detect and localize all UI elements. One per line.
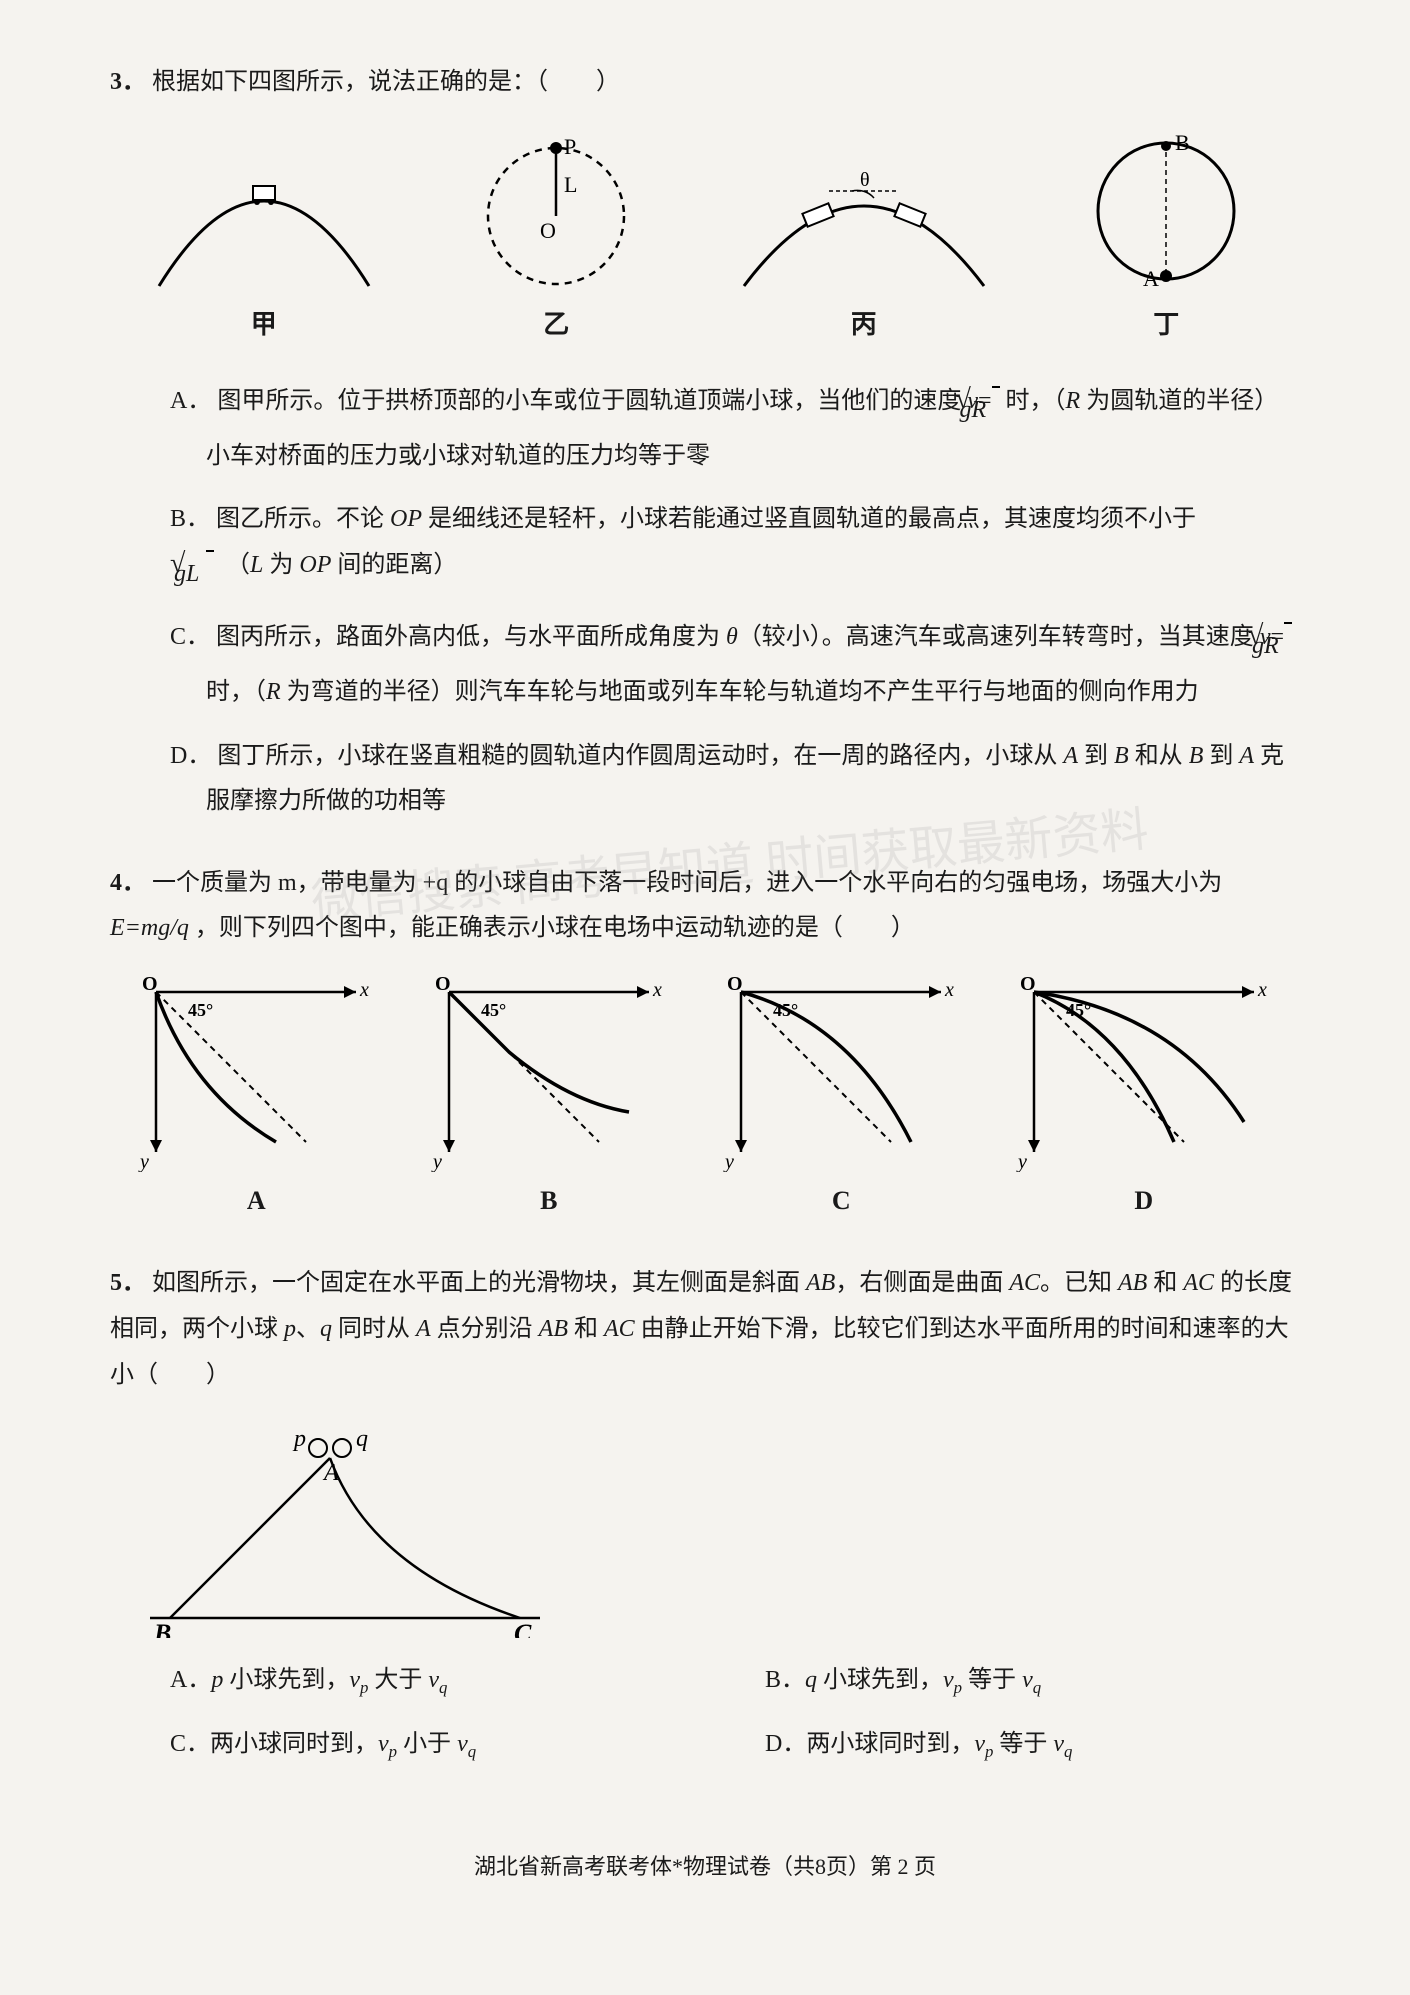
q5-option-B: B．q 小球先到，vp 等于 vq: [705, 1658, 1300, 1704]
q4-fig-C-svg: O x y 45°: [721, 972, 961, 1172]
q5-optD-text: D．两小球同时到，vp 等于 vq: [765, 1731, 1072, 1757]
q5-number: 5．: [110, 1270, 146, 1296]
q3-option-A: A． 图甲所示。位于拱桥顶部的小车或位于圆轨道顶端小球，当他们的速度 v=√gR…: [146, 379, 1300, 479]
q3-optA-label: A．: [170, 388, 211, 414]
q3-option-C: C． 图丙所示，路面外高内低，与水平面所成角度为 θ（较小）。高速汽车或高速列车…: [146, 615, 1300, 715]
q3-yi-L: L: [564, 172, 577, 197]
svg-text:y: y: [723, 1151, 734, 1172]
svg-text:p: p: [292, 1426, 306, 1452]
q3-yi-P: P: [564, 134, 576, 159]
q4-fig-D: O x y 45° D: [1014, 972, 1274, 1225]
q3-optC-text: 图丙所示，路面外高内低，与水平面所成角度为 θ（较小）。高速汽车或高速列车转弯时…: [206, 624, 1292, 705]
q5-stem-text: 如图所示，一个固定在水平面上的光滑物块，其左侧面是斜面 AB，右侧面是曲面 AC…: [110, 1270, 1292, 1387]
q3-number: 3．: [110, 69, 146, 95]
q4-fig-A-label: A: [136, 1176, 376, 1225]
q3-fig-ding-svg: B A: [1071, 126, 1261, 296]
svg-text:O: O: [142, 973, 158, 995]
q3-ding-B: B: [1175, 130, 1190, 155]
svg-text:O: O: [727, 973, 743, 995]
q4-fig-B-label: B: [429, 1176, 669, 1225]
svg-text:45°: 45°: [481, 1000, 506, 1020]
q4-fig-C-label: C: [721, 1176, 961, 1225]
q3-figure-row: 甲 P L O 乙 θ 丙: [110, 126, 1300, 349]
q4-fig-D-label: D: [1014, 1176, 1274, 1225]
svg-text:y: y: [1016, 1151, 1027, 1172]
q4-formula: E=mg/q: [110, 915, 189, 941]
q3-fig-jia: 甲: [149, 146, 379, 349]
svg-text:x: x: [944, 979, 954, 1001]
q4-fig-B: O x y 45° B: [429, 972, 669, 1225]
q4-fig-A: O x y 45° A: [136, 972, 376, 1225]
svg-text:C: C: [514, 1619, 532, 1638]
q3-fig-yi: P L O 乙: [456, 126, 656, 349]
q5-option-A: A．p 小球先到，vp 大于 vq: [110, 1658, 705, 1704]
question-3: 3． 根据如下四图所示，说法正确的是：（ ） 甲 P L O 乙: [110, 60, 1300, 825]
q3-optA-text: 图甲所示。位于拱桥顶部的小车或位于圆轨道顶端小球，当他们的速度 v=√gR 时，…: [206, 388, 1278, 469]
q3-optB-text: 图乙所示。不论 OP 是细线还是轻杆，小球若能通过竖直圆轨道的最高点，其速度均须…: [206, 506, 1196, 578]
page-footer: 湖北省新高考联考体*物理试卷（共8页）第 2 页: [110, 1846, 1300, 1888]
q3-optC-label: C．: [170, 624, 210, 650]
q4-fig-A-svg: O x y 45°: [136, 972, 376, 1172]
svg-text:O: O: [1020, 973, 1036, 995]
q5-optA-text: A．p 小球先到，vp 大于 vq: [170, 1667, 447, 1693]
q3-fig-yi-svg: P L O: [456, 126, 656, 296]
q4-stem-p2: ，则下列四个图中，能正确表示小球在电场中运动轨迹的是（ ）: [195, 915, 915, 941]
q3-optD-label: D．: [170, 743, 211, 769]
q3-fig-jia-svg: [149, 146, 379, 296]
q3-fig-bing: θ 丙: [734, 146, 994, 349]
q3-ding-A: A: [1143, 266, 1159, 291]
q3-fig-bing-svg: θ: [734, 146, 994, 296]
svg-text:x: x: [359, 979, 369, 1001]
q3-stem: 3． 根据如下四图所示，说法正确的是：（ ）: [110, 60, 1300, 106]
q3-fig-yi-label: 乙: [456, 300, 656, 349]
q4-fig-C: O x y 45° C: [721, 972, 961, 1225]
svg-text:O: O: [435, 973, 451, 995]
svg-text:y: y: [431, 1151, 442, 1172]
question-4: 微信搜索 高考早知道 时间获取最新资料 4． 一个质量为 m，带电量为 +q 的…: [110, 861, 1300, 1226]
svg-text:q: q: [356, 1426, 368, 1452]
q3-fig-jia-label: 甲: [149, 300, 379, 349]
q3-fig-ding: B A 丁: [1071, 126, 1261, 349]
q5-stem: 5． 如图所示，一个固定在水平面上的光滑物块，其左侧面是斜面 AB，右侧面是曲面…: [110, 1261, 1300, 1398]
q4-figure-row: O x y 45° A O x y 45° B: [110, 972, 1300, 1225]
q3-optB-label: B．: [170, 506, 210, 532]
svg-text:x: x: [1257, 979, 1267, 1001]
q4-stem: 4． 一个质量为 m，带电量为 +q 的小球自由下落一段时间后，进入一个水平向右…: [110, 861, 1300, 952]
q4-fig-B-svg: O x y 45°: [429, 972, 669, 1172]
q3-yi-O: O: [540, 218, 556, 243]
svg-text:y: y: [138, 1151, 149, 1172]
q3-option-B: B． 图乙所示。不论 OP 是细线还是轻杆，小球若能通过竖直圆轨道的最高点，其速…: [146, 497, 1300, 597]
q5-figure-svg: p q A B C: [110, 1418, 570, 1638]
q4-fig-D-svg: O x y 45°: [1014, 972, 1274, 1172]
question-5: 5． 如图所示，一个固定在水平面上的光滑物块，其左侧面是斜面 AB，右侧面是曲面…: [110, 1261, 1300, 1785]
q5-option-C: C．两小球同时到，vp 小于 vq: [110, 1722, 705, 1768]
q5-options: A．p 小球先到，vp 大于 vq B．q 小球先到，vp 等于 vq C．两小…: [110, 1658, 1300, 1785]
q3-fig-bing-label: 丙: [734, 300, 994, 349]
q4-stem-p1: 一个质量为 m，带电量为 +q 的小球自由下落一段时间后，进入一个水平向右的匀强…: [152, 870, 1222, 896]
q3-bing-theta: θ: [860, 169, 870, 191]
q3-fig-ding-label: 丁: [1071, 300, 1261, 349]
svg-text:A: A: [322, 1460, 339, 1486]
svg-text:B: B: [153, 1619, 171, 1638]
q5-optB-text: B．q 小球先到，vp 等于 vq: [765, 1667, 1041, 1693]
q3-stem-text: 根据如下四图所示，说法正确的是：（ ）: [152, 69, 620, 95]
q5-option-D: D．两小球同时到，vp 等于 vq: [705, 1722, 1300, 1768]
q4-number: 4．: [110, 870, 146, 896]
q5-optC-text: C．两小球同时到，vp 小于 vq: [170, 1731, 476, 1757]
svg-text:x: x: [652, 979, 662, 1001]
q5-figure: p q A B C: [110, 1418, 1300, 1638]
q3-option-D: D． 图丁所示，小球在竖直粗糙的圆轨道内作圆周运动时，在一周的路径内，小球从 A…: [146, 734, 1300, 825]
q3-optD-text: 图丁所示，小球在竖直粗糙的圆轨道内作圆周运动时，在一周的路径内，小球从 A 到 …: [206, 743, 1284, 815]
svg-text:45°: 45°: [188, 1000, 213, 1020]
